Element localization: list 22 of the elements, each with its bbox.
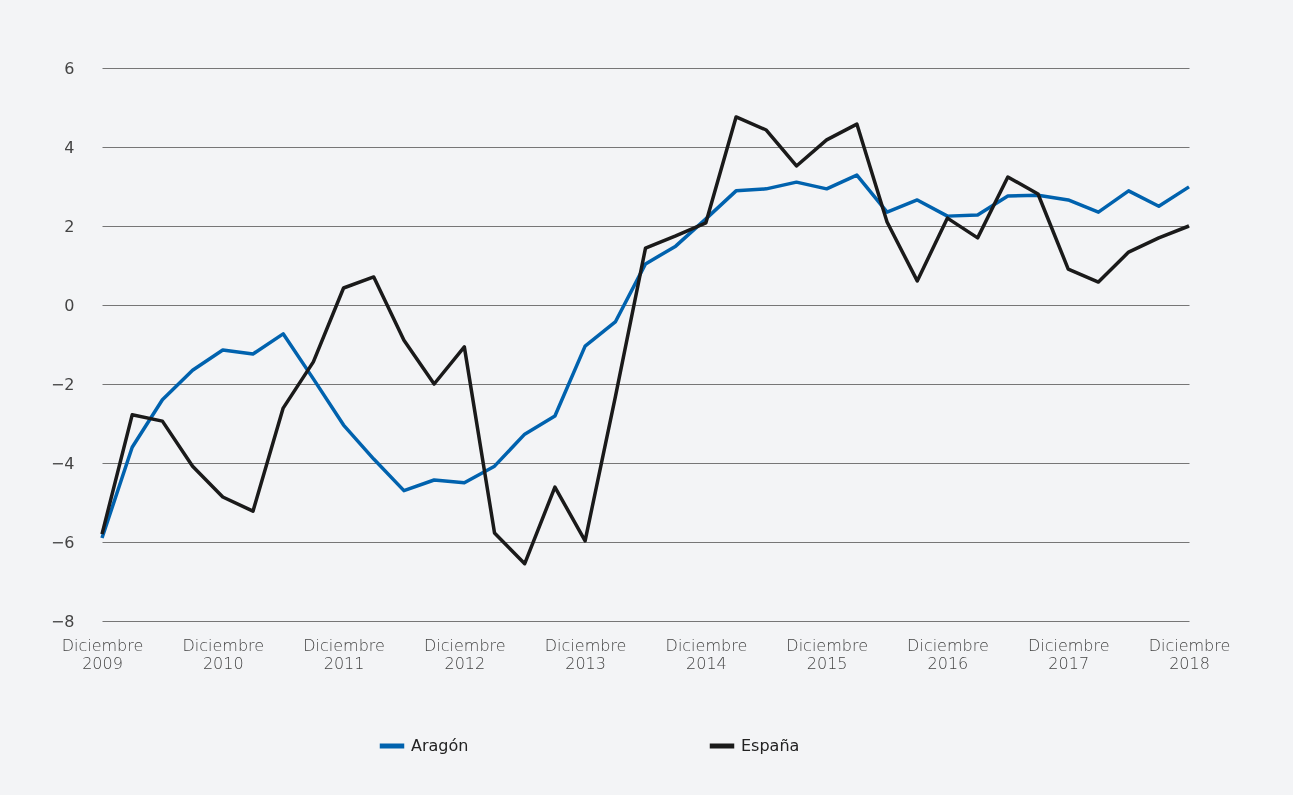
y-tick-label: −8 (50, 611, 75, 631)
x-tick-label: Diciembre 2018 (1148, 635, 1231, 673)
y-tick-label: −2 (50, 374, 75, 394)
line-series (100, 173, 1191, 540)
y-tick-label: 4 (64, 137, 75, 157)
x-tick-label: Diciembre 2017 (1027, 635, 1110, 673)
x-tick-label: Diciembre 2010 (182, 635, 265, 673)
y-tick-label: −4 (50, 453, 75, 473)
x-tick-label: Diciembre 2011 (303, 635, 385, 673)
x-tick-label: Diciembre 2015 (786, 635, 868, 673)
y-tick-label: −6 (50, 532, 75, 552)
legend-label: Aragón (411, 736, 469, 755)
y-tick-label: 2 (64, 216, 75, 236)
line-series (100, 115, 1191, 566)
x-tick-label: Diciembre 2013 (544, 635, 627, 673)
y-tick-label: 6 (64, 58, 75, 78)
x-tick-label: Diciembre 2014 (665, 635, 748, 673)
x-tick-label: Diciembre 2016 (907, 635, 989, 673)
legend-label: España (741, 736, 800, 755)
y-tick-label: 0 (64, 295, 75, 315)
x-tick-label: Diciembre 2012 (424, 635, 506, 673)
x-tick-label: Diciembre 2009 (61, 635, 144, 673)
